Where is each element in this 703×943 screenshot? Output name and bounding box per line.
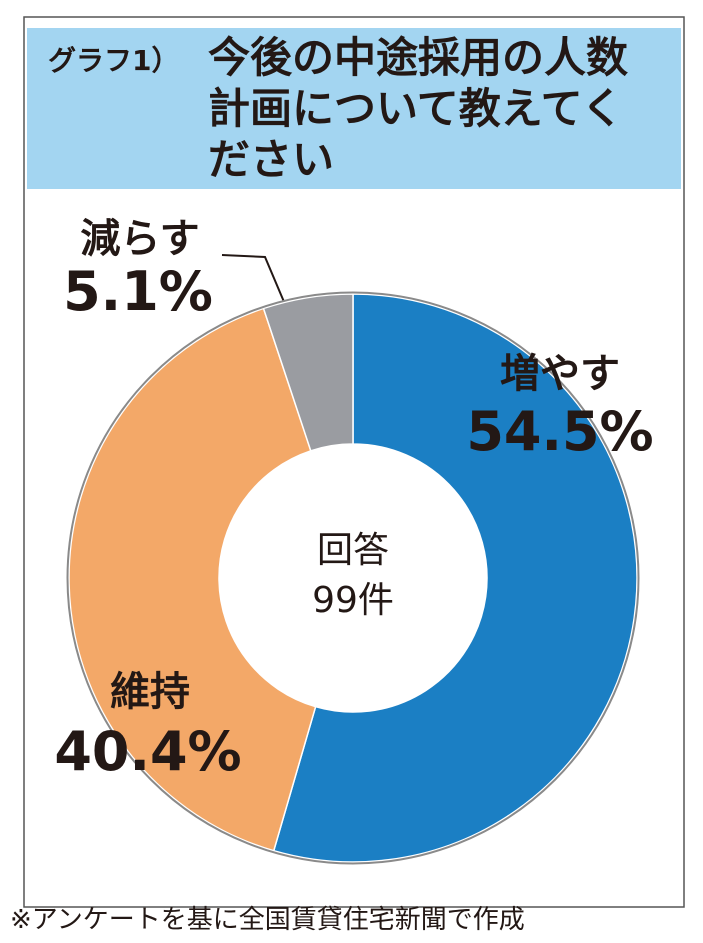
category-label: 増やす (500, 351, 620, 397)
donut-outline (66, 291, 640, 865)
donut-slice (262, 293, 354, 452)
donut (66, 291, 640, 865)
donut-slice (272, 293, 638, 863)
center-label: 99件 (312, 580, 394, 621)
title-line: ださい (208, 135, 334, 184)
value-label: 40.4% (54, 720, 241, 783)
title-line: 計画について教えてく (208, 84, 623, 133)
leader-line (221, 254, 291, 317)
title-box (27, 28, 681, 189)
category-label: 維持 (110, 669, 190, 715)
value-label: 54.5% (466, 400, 653, 463)
category-label: 減らす (80, 216, 199, 262)
title-line: 今後の中途採用の人数 (208, 33, 628, 82)
title-prefix: グラフ1） (48, 44, 179, 77)
donut-slice (68, 307, 317, 852)
value-label: 5.1% (63, 260, 213, 323)
center-label: 回答 (317, 530, 389, 571)
source-note: ※アンケートを基に全国賃貸住宅新聞で作成 (10, 905, 525, 935)
